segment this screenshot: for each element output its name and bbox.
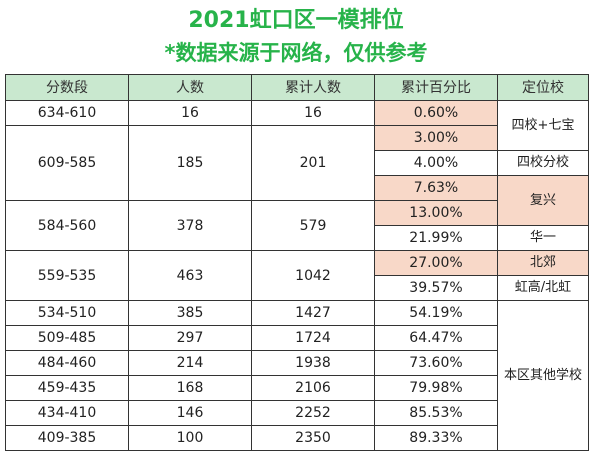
percent-cell: 3.00% [374,125,498,151]
cumulative-cell: 1042 [251,250,375,301]
cumulative-cell: 2350 [251,425,375,451]
count-cell: 16 [128,100,252,126]
page-title: 2021虹口区一模排位 [188,8,404,33]
score-range-cell: 584-560 [5,200,129,251]
percent-cell: 4.00% [374,150,498,176]
percent-cell: 85.53% [374,400,498,426]
school-cell: 复兴 [497,175,589,226]
percent-cell: 89.33% [374,425,498,451]
score-range-cell: 609-585 [5,125,129,201]
table-row: 509-485 297 1724 64.47% [5,325,589,351]
cumulative-cell: 2252 [251,400,375,426]
score-range-cell: 534-510 [5,300,129,326]
score-range-cell: 634-610 [5,100,129,126]
cumulative-cell: 1724 [251,325,375,351]
header-cumulative-percent: 累计百分比 [374,74,498,101]
table-row: 459-435 168 2106 79.98% [5,375,589,401]
count-cell: 297 [128,325,252,351]
percent-cell: 79.98% [374,375,498,401]
count-cell: 146 [128,400,252,426]
percent-cell: 13.00% [374,200,498,226]
ranking-table: 分数段 人数 累计人数 累计百分比 定位校 634-610 16 16 0.60… [5,74,589,451]
table-row: 634-610 16 16 0.60% 四校+七宝 [5,100,589,151]
header-score-range: 分数段 [5,74,129,101]
header-row: 分数段 人数 累计人数 累计百分比 定位校 [5,74,589,101]
count-cell: 378 [128,200,252,251]
school-cell: 华一 [497,225,589,251]
page-subtitle: *数据来源于网络，仅供参考 [164,41,428,65]
table-row: 409-385 100 2350 89.33% [5,425,589,451]
score-range-cell: 459-435 [5,375,129,401]
cumulative-cell: 1427 [251,300,375,326]
table-row: 484-460 214 1938 73.60% [5,350,589,376]
score-range-cell: 409-385 [5,425,129,451]
header-count: 人数 [128,74,252,101]
cumulative-cell: 579 [251,200,375,251]
table-row: 584-560 378 579 13.00% [5,200,589,251]
percent-cell: 64.47% [374,325,498,351]
count-cell: 100 [128,425,252,451]
school-cell: 北郊 [497,250,589,276]
school-cell: 四校分校 [497,150,589,176]
table-row: 21.99% 华一 [6,225,589,251]
header-target-school: 定位校 [497,74,589,101]
percent-cell: 73.60% [374,350,498,376]
score-range-cell: 509-485 [5,325,129,351]
school-cell: 虹高/北虹 [497,275,589,301]
cumulative-cell: 2106 [251,375,375,401]
table-row: 39.57% 虹高/北虹 [6,275,589,301]
count-cell: 185 [128,125,252,201]
cumulative-cell: 201 [251,125,375,201]
percent-cell: 21.99% [374,225,498,251]
count-cell: 463 [128,250,252,301]
score-range-cell: 434-410 [5,400,129,426]
count-cell: 168 [128,375,252,401]
percent-cell: 0.60% [374,100,498,126]
count-cell: 385 [128,300,252,326]
table-row: 434-410 146 2252 85.53% [5,400,589,426]
school-cell: 本区其他学校 [497,300,589,451]
table-row: 4.00% 四校分校 [6,150,589,176]
count-cell: 214 [128,350,252,376]
cumulative-cell: 1938 [251,350,375,376]
percent-cell: 54.19% [374,300,498,326]
table-row: 534-510 385 1427 54.19% 本区其他学校 [5,300,589,451]
table-row: 7.63% 复兴 [6,175,589,226]
score-range-cell: 559-535 [5,250,129,301]
header-cumulative: 累计人数 [251,74,375,101]
table-row: 559-535 463 1042 27.00% 北郊 [5,250,589,301]
score-range-cell: 484-460 [5,350,129,376]
percent-cell: 7.63% [374,175,498,201]
school-cell: 四校+七宝 [497,100,589,151]
percent-cell: 27.00% [374,250,498,276]
cumulative-cell: 16 [251,100,375,126]
percent-cell: 39.57% [374,275,498,301]
